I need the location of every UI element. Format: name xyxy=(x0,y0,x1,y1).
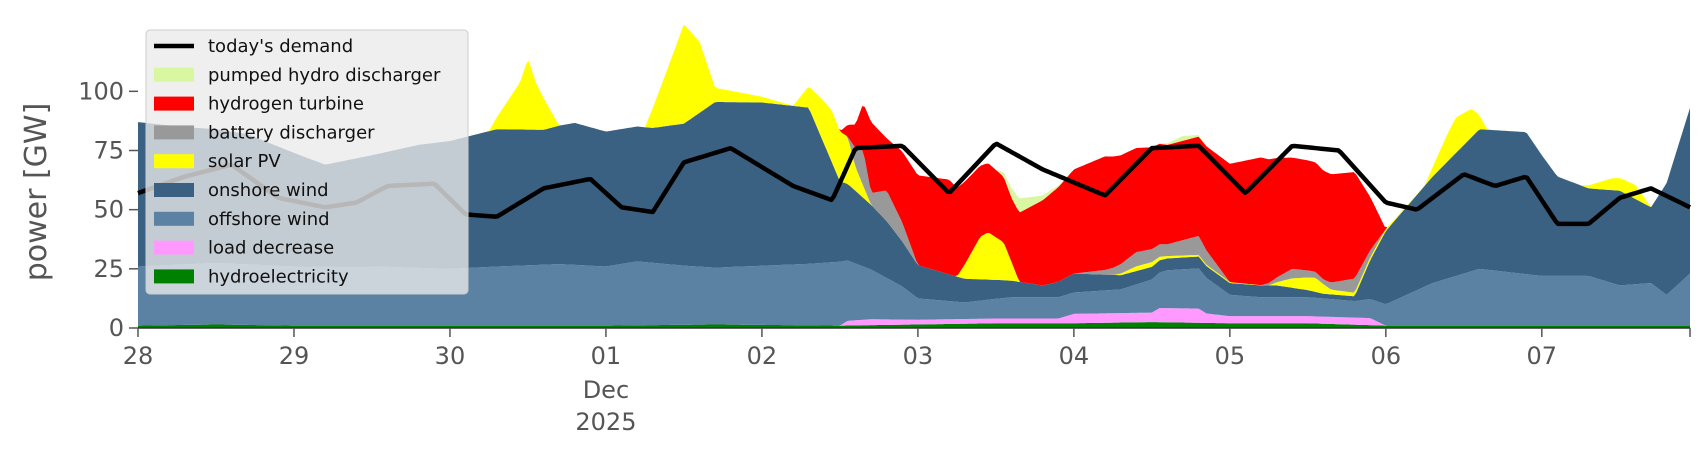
legend-swatch-onshore-wind xyxy=(154,183,194,197)
y-axis-title: power [GW] xyxy=(19,103,54,282)
legend-swatch-battery-discharger xyxy=(154,125,194,140)
x-tick-label: 30 xyxy=(435,342,466,370)
legend-label-pumped-hydro-discharger: pumped hydro discharger xyxy=(208,65,441,86)
y-tick-label: 50 xyxy=(93,196,124,224)
x-tick-label: 29 xyxy=(279,342,310,370)
legend-swatch-pumped-hydro-discharger xyxy=(154,67,194,82)
x-tick-month-label: Dec xyxy=(583,376,629,404)
x-tick-label: 07 xyxy=(1527,342,1558,370)
y-tick-label: 25 xyxy=(93,255,124,283)
legend-label-solar-pv: solar PV xyxy=(208,151,281,172)
area-offshore-wind xyxy=(138,260,1690,326)
x-tick-label: 01 xyxy=(591,342,622,370)
legend-label-onshore-wind: onshore wind xyxy=(208,180,329,201)
legend-label-hydrogen-turbine: hydrogen turbine xyxy=(208,94,364,115)
y-tick-label: 75 xyxy=(93,137,124,165)
legend-swatch-solar-pv xyxy=(154,154,194,169)
area-onshore-wind xyxy=(138,102,1690,304)
x-tick-year-label: 2025 xyxy=(575,408,636,436)
x-tick-label: 04 xyxy=(1059,342,1090,370)
legend-label-offshore-wind: offshore wind xyxy=(208,209,330,230)
x-tick-label: 03 xyxy=(903,342,934,370)
axes: 0 25 50 75 100 28 29 30 01 Dec 2025 02 03 04 05 06 07 pow… xyxy=(19,77,1691,436)
legend-box xyxy=(145,29,469,295)
x-tick-label: 28 xyxy=(123,342,154,370)
area-load-decrease xyxy=(138,308,1690,326)
y-tick-label: 100 xyxy=(78,77,124,105)
legend-swatch-offshore-wind xyxy=(154,211,194,226)
legend-swatch-hydroelectricity xyxy=(154,269,194,284)
legend: today's demand pumped hydro discharger hyd… xyxy=(145,29,469,295)
legend-label-load-decrease: load decrease xyxy=(208,238,334,259)
legend-swatch-hydrogen-turbine xyxy=(154,96,194,111)
area-solar-pv xyxy=(138,24,1690,297)
legend-label-battery-discharger: battery discharger xyxy=(208,122,375,143)
x-tick-label: 06 xyxy=(1371,342,1402,370)
legend-label-today-s-demand: today's demand xyxy=(208,36,353,57)
legend-label-hydroelectricity: hydroelectricity xyxy=(208,266,349,287)
area-hydrogen-turbine xyxy=(138,24,1690,286)
x-tick-label: 02 xyxy=(747,342,778,370)
x-tick-label: 05 xyxy=(1215,342,1246,370)
stacked-areas xyxy=(138,24,1690,328)
y-tick-label: 0 xyxy=(109,314,124,342)
legend-swatch-load-decrease xyxy=(154,240,194,255)
area-hydroelectricity xyxy=(138,322,1690,328)
